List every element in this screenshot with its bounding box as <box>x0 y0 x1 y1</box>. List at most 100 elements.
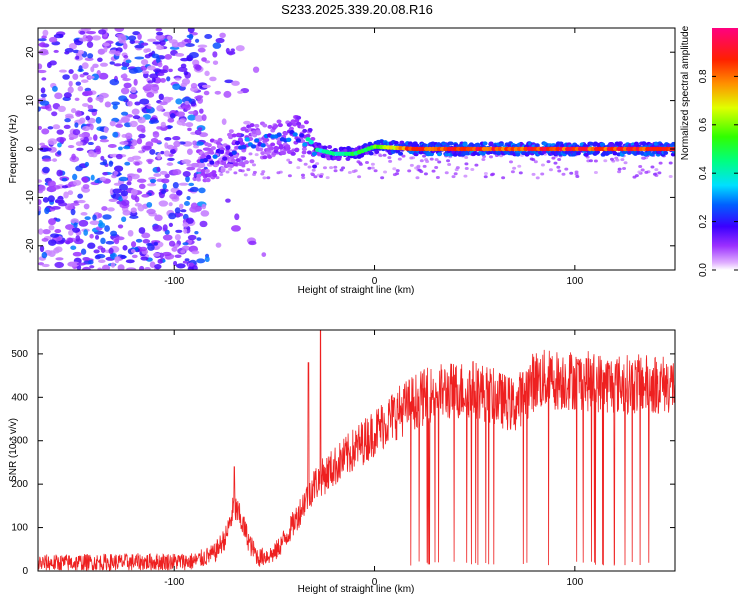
spectrogram-noise-mark <box>176 190 183 196</box>
spectrogram-noise-mark <box>163 150 170 157</box>
spectrogram-scatter-mark <box>574 172 579 176</box>
spectrogram-noise-mark <box>252 66 260 73</box>
spectrogram-noise-mark <box>121 216 127 223</box>
spectrogram-scatter-mark <box>333 169 338 173</box>
spectrogram-scatter-mark <box>286 158 291 162</box>
spectrogram-signal-mark <box>231 150 237 155</box>
spectrogram-noise-mark <box>130 173 140 180</box>
spectrogram-noise-mark <box>189 206 199 213</box>
spectrogram-noise-mark <box>190 82 198 89</box>
spectrogram-noise-mark <box>89 265 95 269</box>
spectrogram-signal-mark <box>260 143 266 148</box>
spectrogram-noise-mark <box>38 63 43 70</box>
spectrogram-noise-mark <box>147 38 157 42</box>
spectrogram-scatter-mark <box>252 163 257 167</box>
spectrogram-noise-mark <box>159 101 168 106</box>
spectrogram-noise-mark <box>169 148 176 155</box>
spectrogram-noise-mark <box>44 207 50 215</box>
snr-axes: -100 0 100 0 100 200 300 400 500 <box>11 330 675 588</box>
snr-y-tick-label: 300 <box>11 436 28 447</box>
spectrogram-scatter-mark <box>531 172 536 176</box>
spectrogram-noise-mark <box>83 203 90 210</box>
spectrogram-scatter-mark <box>518 171 523 175</box>
spectrogram-noise-mark <box>129 120 138 128</box>
spectrogram-scatter-mark <box>387 156 392 160</box>
snr-x-tick-label: 100 <box>566 577 583 588</box>
spectrogram-noise-mark <box>122 209 131 216</box>
spectrogram-noise-mark <box>155 28 163 32</box>
spectrogram-noise-mark <box>146 65 156 71</box>
spectrogram-noise-mark <box>182 170 191 177</box>
spectrogram-signal-mark <box>250 144 257 149</box>
spectrogram-noise-mark <box>127 229 134 237</box>
spectrogram-noise-mark <box>39 142 46 146</box>
spectrogram-scatter-mark <box>463 174 468 178</box>
spectrogram-noise-mark <box>187 238 193 245</box>
spectrogram-x-tick-label: 0 <box>372 276 378 287</box>
spectrogram-noise-mark <box>158 93 164 101</box>
spectrogram-scatter-mark <box>617 167 622 171</box>
spectrogram-noise-mark <box>173 260 178 267</box>
spectrogram-noise-mark <box>156 31 164 36</box>
spectrogram-noise-mark <box>201 114 207 122</box>
spectrogram-noise-mark <box>61 177 68 182</box>
spectrogram-noise-mark <box>156 105 164 112</box>
spectrogram-scatter-mark <box>356 160 361 164</box>
spectrogram-noise-mark <box>177 41 186 48</box>
spectrogram-noise-mark <box>69 261 80 267</box>
spectrogram-noise-mark <box>204 70 210 77</box>
spectrogram-scatter-mark <box>556 165 561 169</box>
spectrogram-scatter-mark <box>419 159 424 163</box>
spectrogram-noise-mark <box>168 222 173 228</box>
spectrogram-noise-mark <box>231 80 240 86</box>
spectrogram-noise-mark <box>152 224 163 232</box>
spectrogram-noise-mark <box>113 171 119 176</box>
spectrogram-noise-mark <box>167 118 175 123</box>
spectrogram-noise-mark <box>47 195 55 203</box>
spectrogram-halo-mark <box>322 145 328 150</box>
spectrogram-noise-mark <box>147 183 157 187</box>
spectrogram-noise-mark <box>73 179 82 186</box>
spectrogram-noise-mark <box>84 161 90 167</box>
spectrogram-noise-mark <box>176 263 186 269</box>
spectrogram-noise-mark <box>168 240 176 247</box>
snr-y-tick-label: 100 <box>11 523 28 534</box>
spectrogram-scatter-mark <box>529 157 534 161</box>
spectrogram-noise-mark <box>174 254 182 258</box>
spectrogram-halo-mark <box>262 155 268 160</box>
spectrogram-scatter-mark <box>357 175 362 179</box>
spectrogram-noise-mark <box>95 145 101 152</box>
spectrogram-scatter-mark <box>489 155 494 159</box>
spectrogram-noise-mark <box>120 190 129 197</box>
spectrogram-noise-mark <box>38 42 47 47</box>
spectrogram-noise-mark <box>68 43 77 50</box>
spectrogram-signal-mark <box>212 154 218 159</box>
spectrogram-scatter-mark <box>300 173 305 177</box>
spectrogram-noise-mark <box>192 145 200 149</box>
spectrogram-halo-mark <box>241 156 247 161</box>
chart-title: S233.2025.339.20.08.R16 <box>281 2 433 17</box>
spectrogram-noise-mark <box>55 218 61 222</box>
spectrogram-noise-mark <box>192 140 197 146</box>
spectrogram-noise-mark <box>180 82 188 88</box>
snr-x-tick-label: -100 <box>164 577 184 588</box>
spectrogram-signal-mark <box>276 132 282 138</box>
spectrogram-scatter-mark <box>431 169 436 173</box>
spectrogram-y-tick-label: 0 <box>25 146 36 152</box>
spectrogram-noise-mark <box>139 98 150 105</box>
spectrogram-noise-mark <box>203 90 210 96</box>
spectrogram-scatter-mark <box>287 174 292 178</box>
spectrogram-noise-mark <box>137 33 142 40</box>
spectrogram-noise-mark <box>168 39 178 44</box>
spectrogram-scatter-mark <box>668 175 673 179</box>
spectrogram-noise-mark <box>134 246 139 252</box>
spectrogram-noise-mark <box>109 120 116 127</box>
spectrogram-scatter-mark <box>654 168 659 172</box>
spectrogram-scatter-mark <box>508 160 513 164</box>
spectrogram-scatter-mark <box>296 166 301 170</box>
spectrogram-noise-mark <box>129 215 139 219</box>
spectrogram-noise-mark <box>131 108 140 115</box>
spectrogram-noise-mark <box>123 54 129 59</box>
spectrogram-scatter-mark <box>380 176 385 180</box>
spectrogram-noise-mark <box>102 42 111 47</box>
